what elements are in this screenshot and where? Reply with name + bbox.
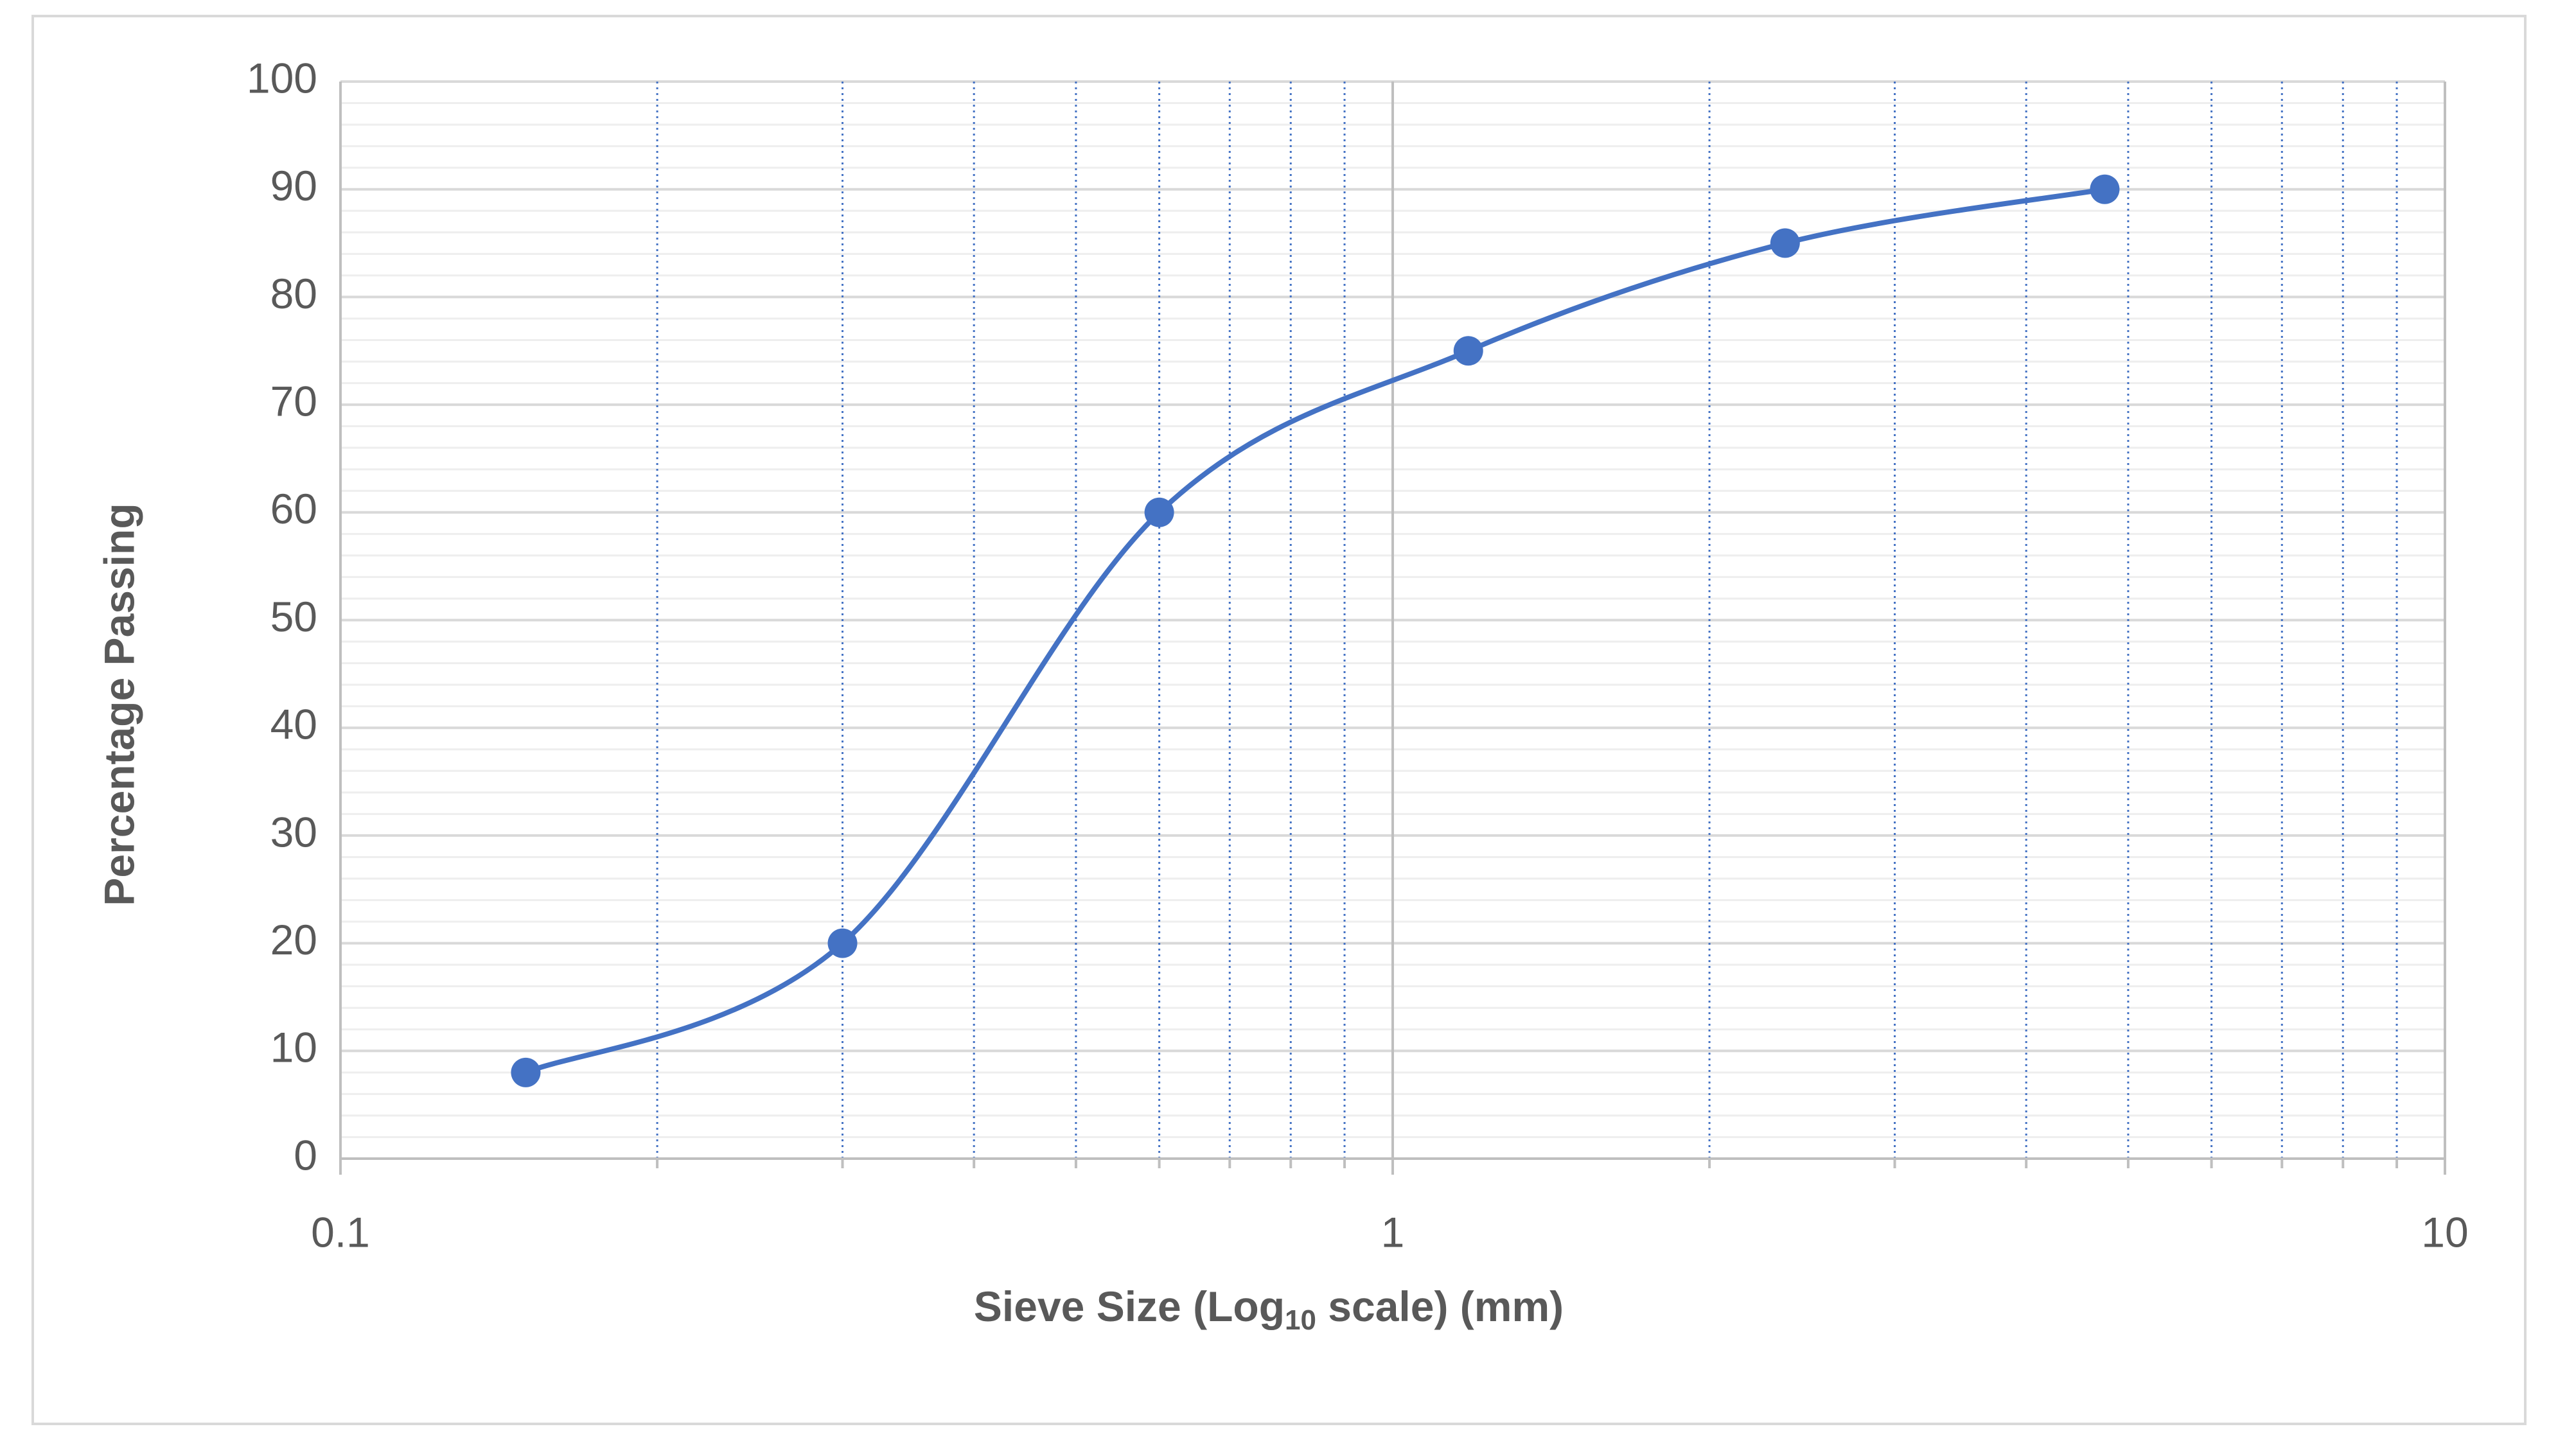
y-tick-label: 90 xyxy=(270,162,317,209)
y-tick-label: 0 xyxy=(294,1131,317,1179)
data-point xyxy=(511,1057,541,1087)
series-line xyxy=(524,186,2106,1075)
x-axis-title: Sieve Size (Log10 scale) (mm) xyxy=(974,1283,1564,1335)
x-title-part: scale) (mm) xyxy=(1316,1283,1564,1330)
data-point xyxy=(1144,497,1174,527)
y-axis-title: Percentage Passing xyxy=(95,503,143,906)
y-tick-label: 70 xyxy=(270,378,317,425)
x-title-part: Sieve Size (Log xyxy=(974,1283,1285,1330)
data-point xyxy=(827,928,858,958)
x-tick-label: 1 xyxy=(1381,1208,1405,1256)
x-tick-label: 0.1 xyxy=(311,1208,370,1256)
x-title-subscript: 10 xyxy=(1285,1304,1316,1336)
y-tick-label: 40 xyxy=(270,701,317,748)
y-tick-label: 30 xyxy=(270,808,317,855)
y-tick-label: 60 xyxy=(270,485,317,532)
data-point xyxy=(1770,228,1800,258)
y-tick-label: 80 xyxy=(270,270,317,317)
chart-border xyxy=(31,15,2527,1425)
y-tick-label: 10 xyxy=(270,1024,317,1071)
y-tick-label: 20 xyxy=(270,916,317,963)
y-tick-label: 100 xyxy=(247,54,317,101)
x-tick-label: 10 xyxy=(2421,1208,2468,1256)
y-tick-label: 50 xyxy=(270,593,317,640)
data-point xyxy=(1453,336,1483,366)
data-point xyxy=(2090,174,2120,204)
